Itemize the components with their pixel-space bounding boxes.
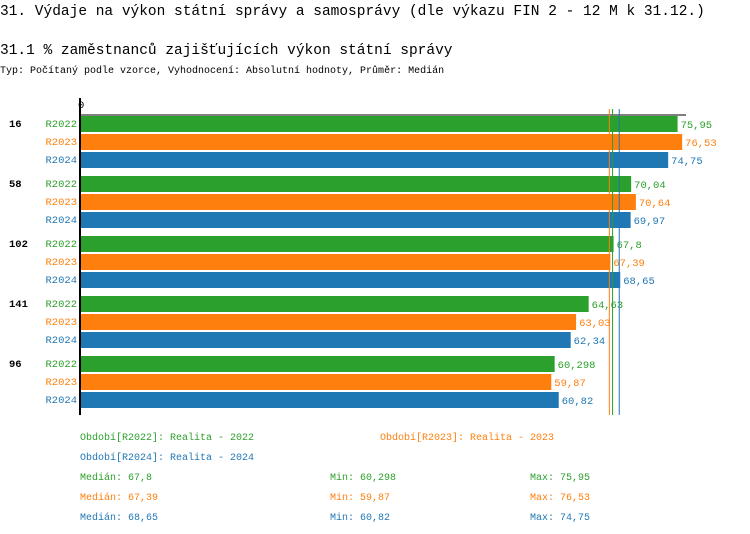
category-label: 58 [9,179,22,191]
series-label: R2022 [45,299,77,311]
legend-entry: Období[R2022]: Realita - 2022 [80,432,254,444]
bar [81,356,555,372]
bar [81,194,636,210]
legend-entry: Období[R2024]: Realita - 2024 [80,452,254,464]
category-label: 102 [9,239,28,251]
series-label: R2023 [45,377,77,389]
bar [81,314,577,330]
bar [81,236,614,252]
max-stat: Max: 76,53 [530,493,590,504]
series-label: R2024 [45,215,77,227]
data-label: 67,39 [613,258,645,270]
data-label: 62,34 [574,336,606,348]
bar [81,116,678,132]
data-label: 70,04 [634,180,666,192]
data-label: 74,75 [671,156,703,168]
series-label: R2024 [45,275,77,287]
min-stat: Min: 60,82 [330,512,390,524]
series-label: R2024 [45,395,77,407]
data-label: 69,97 [634,216,666,228]
data-label: 63,03 [579,318,611,330]
data-label: 75,95 [681,120,713,132]
bar [81,296,589,312]
data-label: 60,298 [558,360,596,372]
series-label: R2024 [45,155,77,167]
max-stat: Max: 74,75 [530,513,590,524]
chart-title: 31.1 % zaměstnanců zajišťujících výkon s… [0,43,453,59]
legend-entry: Období[R2023]: Realita - 2023 [380,432,554,444]
series-label: R2022 [45,119,77,131]
series-label: R2023 [45,197,77,209]
data-label: 67,8 [617,240,642,252]
bar [81,134,683,150]
bar [81,254,611,270]
category-label: 141 [9,299,28,311]
min-stat: Min: 59,87 [330,492,390,504]
median-stat: Medián: 68,65 [80,512,158,524]
series-label: R2023 [45,137,77,149]
series-label: R2022 [45,239,77,251]
data-label: 70,64 [639,198,671,210]
axis-zero-label: 0 [78,100,84,112]
data-label: 76,53 [685,138,717,150]
category-label: 16 [9,119,22,131]
category-label: 96 [9,359,22,371]
series-label: R2022 [45,359,77,371]
bar [81,332,571,348]
max-stat: Max: 75,95 [530,473,590,484]
median-stat: Medián: 67,8 [80,472,152,484]
chart-subtitle: Typ: Počítaný podle vzorce, Vyhodnocení:… [0,66,445,77]
bar [81,152,669,168]
bar [81,374,552,390]
series-label: R2022 [45,179,77,191]
series-label: R2023 [45,257,77,269]
median-stat: Medián: 67,39 [80,492,158,504]
bar [81,212,631,228]
bar [81,392,559,408]
page-title: 31. Výdaje na výkon státní správy a samo… [0,4,705,20]
data-label: 64,63 [592,300,624,312]
bar [81,176,632,192]
bar [81,272,621,288]
series-label: R2024 [45,335,77,347]
data-label: 59,87 [554,378,586,390]
data-label: 68,65 [623,276,655,288]
data-label: 60,82 [562,396,594,408]
min-stat: Min: 60,298 [330,472,396,484]
series-label: R2023 [45,317,77,329]
